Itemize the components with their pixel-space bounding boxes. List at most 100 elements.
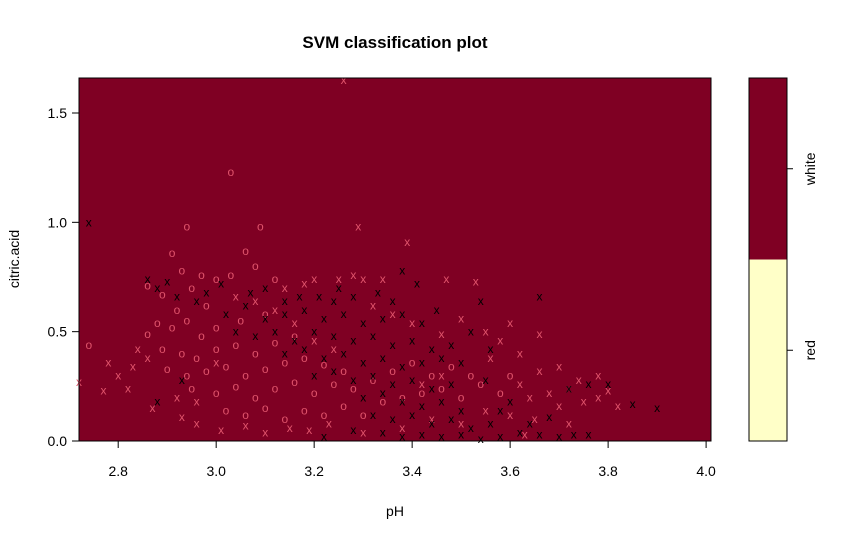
white-point-26: x bbox=[360, 316, 366, 330]
red-point-49: o bbox=[272, 382, 279, 396]
red-point-15: o bbox=[188, 281, 195, 295]
red-point-109: x bbox=[341, 73, 347, 87]
white-point-77: x bbox=[458, 427, 464, 441]
x-tick-label-3: 3.4 bbox=[402, 463, 422, 479]
legend-color-key: white red bbox=[748, 77, 818, 442]
red-point-103: x bbox=[301, 277, 307, 291]
white-point-73: x bbox=[380, 425, 386, 439]
red-point-44: o bbox=[340, 364, 347, 378]
white-point-56: x bbox=[390, 377, 396, 391]
x-tick-label-4: 3.6 bbox=[500, 463, 520, 479]
red-point-47: o bbox=[232, 379, 239, 393]
white-point-36: x bbox=[350, 333, 356, 347]
red-point-143: x bbox=[233, 290, 239, 304]
white-point-25: x bbox=[341, 307, 347, 321]
white-point-43: x bbox=[301, 342, 307, 356]
red-point-40: o bbox=[262, 362, 269, 376]
white-point-5: x bbox=[203, 285, 209, 299]
white-point-31: x bbox=[252, 329, 258, 343]
red-point-48: o bbox=[252, 390, 259, 404]
red-point-1: o bbox=[183, 220, 190, 234]
red-point-6: x bbox=[355, 220, 361, 234]
red-point-18: o bbox=[203, 298, 210, 312]
white-point-72: x bbox=[488, 417, 494, 431]
red-point-75: o bbox=[507, 368, 514, 382]
white-point-100: x bbox=[262, 281, 268, 295]
red-point-98: x bbox=[390, 307, 396, 321]
white-point-92: x bbox=[654, 401, 660, 415]
white-point-35: x bbox=[331, 329, 337, 343]
white-point-90: x bbox=[605, 377, 611, 391]
white-point-30: x bbox=[233, 325, 239, 339]
white-point-54: x bbox=[350, 373, 356, 387]
red-point-77: x bbox=[517, 377, 523, 391]
white-point-39: x bbox=[409, 333, 415, 347]
white-point-75: x bbox=[419, 427, 425, 441]
red-point-140: x bbox=[292, 316, 298, 330]
white-point-18: x bbox=[537, 290, 543, 304]
red-point-124: x bbox=[287, 421, 293, 435]
red-point-31: o bbox=[232, 338, 239, 352]
red-point-38: o bbox=[223, 360, 230, 374]
white-point-0: x bbox=[86, 215, 92, 229]
x-tick-label-0: 2.8 bbox=[108, 463, 128, 479]
red-point-25: o bbox=[237, 314, 244, 328]
red-point-101: x bbox=[336, 272, 342, 286]
white-point-24: x bbox=[321, 312, 327, 326]
red-point-34: o bbox=[291, 329, 298, 343]
red-point-139: x bbox=[311, 333, 317, 347]
red-point-2: o bbox=[257, 220, 264, 234]
red-point-42: o bbox=[301, 351, 308, 365]
white-point-99: x bbox=[507, 395, 513, 409]
white-point-93: x bbox=[154, 395, 160, 409]
white-point-74: x bbox=[399, 430, 405, 444]
red-point-144: x bbox=[213, 355, 219, 369]
white-point-46: x bbox=[360, 355, 366, 369]
white-point-95: x bbox=[194, 294, 200, 308]
white-point-33: x bbox=[292, 333, 298, 347]
red-point-76: x bbox=[488, 351, 494, 365]
red-point-43: o bbox=[321, 358, 328, 372]
white-point-23: x bbox=[301, 303, 307, 317]
red-point-62: o bbox=[360, 408, 367, 422]
chart-title: SVM classification plot bbox=[302, 33, 487, 52]
red-point-23: o bbox=[198, 329, 205, 343]
red-point-105: x bbox=[350, 268, 356, 282]
white-point-20: x bbox=[243, 298, 249, 312]
white-point-6: x bbox=[218, 277, 224, 291]
white-point-41: x bbox=[448, 338, 454, 352]
white-point-47: x bbox=[380, 351, 386, 365]
red-point-97: x bbox=[409, 316, 415, 330]
white-point-48: x bbox=[399, 360, 405, 374]
white-point-49: x bbox=[419, 355, 425, 369]
red-point-24: o bbox=[213, 320, 220, 334]
red-point-108: x bbox=[473, 274, 479, 288]
red-point-112: x bbox=[115, 368, 121, 382]
white-point-21: x bbox=[262, 312, 268, 326]
white-point-11: x bbox=[331, 294, 337, 308]
red-point-95: x bbox=[458, 312, 464, 326]
red-point-36: o bbox=[183, 368, 190, 382]
red-point-83: x bbox=[595, 390, 601, 404]
white-point-59: x bbox=[448, 377, 454, 391]
red-point-41: o bbox=[281, 355, 288, 369]
red-point-27: o bbox=[159, 342, 166, 356]
red-point-58: o bbox=[281, 412, 288, 426]
red-point-118: x bbox=[150, 401, 156, 415]
red-point-71: o bbox=[448, 360, 455, 374]
white-point-9: x bbox=[297, 290, 303, 304]
white-point-7: x bbox=[248, 285, 254, 299]
white-point-8: x bbox=[282, 294, 288, 308]
white-point-64: x bbox=[439, 395, 445, 409]
red-point-127: x bbox=[360, 425, 366, 439]
red-point-45: o bbox=[188, 382, 195, 396]
y-tick-label-0: 0.0 bbox=[48, 433, 68, 449]
white-point-80: x bbox=[517, 425, 523, 439]
red-point-8: o bbox=[179, 263, 186, 277]
white-point-78: x bbox=[478, 432, 484, 446]
white-point-84: x bbox=[586, 427, 592, 441]
red-point-123: x bbox=[262, 425, 268, 439]
red-point-61: o bbox=[340, 399, 347, 413]
red-point-55: o bbox=[223, 403, 230, 417]
